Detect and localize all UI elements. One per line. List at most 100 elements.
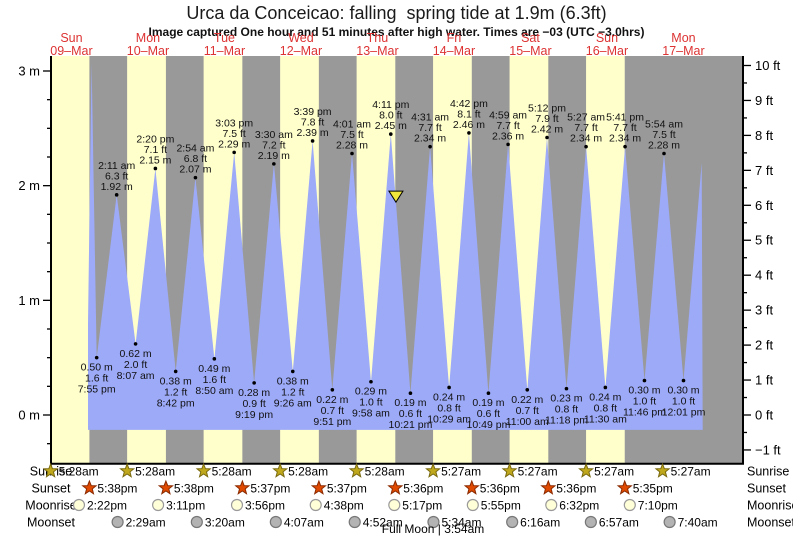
- y-left-tick-label: 2 m: [18, 178, 40, 193]
- tide-extreme-dot: [212, 357, 217, 361]
- tide-extreme-dot: [310, 139, 315, 143]
- sunset-icon: [81, 479, 98, 495]
- sunrise-time: 5:27am: [671, 465, 711, 479]
- moonrise-time: 4:38pm: [324, 499, 364, 513]
- tide-height-m: 0.30 m: [628, 385, 660, 397]
- tide-extreme-dot: [173, 369, 178, 374]
- moonset-time: 4:07am: [284, 516, 324, 530]
- tide-height-ft: 7.1 ft: [144, 144, 167, 156]
- moonset-icon: [269, 515, 282, 529]
- tide-extreme-dot: [388, 132, 393, 136]
- low-tide-annotation: 0.62 m2.0 ft8:07 am: [117, 342, 155, 382]
- current-level-marker: [388, 190, 404, 204]
- tide-height-ft: 7.7 ft: [496, 120, 519, 132]
- y-right-tick-label: −1 ft: [755, 442, 781, 457]
- sunrise-time: 5:27am: [518, 465, 558, 479]
- tide-height-ft: 1.6 ft: [203, 374, 226, 386]
- tide-extreme-dot: [525, 387, 530, 392]
- tide-extreme-dot: [623, 144, 627, 149]
- tide-time: 10:49 pm: [467, 419, 511, 431]
- tide-extreme-dot: [153, 166, 158, 171]
- tide-height-m: 0.19 m: [394, 397, 426, 409]
- tide-time: 11:46 pm: [623, 407, 666, 419]
- day-date-label: 17–Mar: [662, 44, 704, 58]
- tide-height-m: 0.24 m: [433, 391, 465, 403]
- tide-time: 3:39 pm: [294, 106, 332, 118]
- sunset-icon: [157, 479, 174, 495]
- moonrise-icon: [623, 498, 636, 512]
- moonrise-time: 2:22pm: [87, 499, 127, 513]
- tide-extreme-dot: [603, 385, 608, 390]
- tide-time: 4:59 am: [489, 109, 527, 121]
- moonrise-icon: [230, 498, 244, 512]
- moonset-time: 6:16am: [520, 516, 560, 530]
- day-date-label: 11–Mar: [204, 44, 245, 58]
- y-right-tick-label: 7 ft: [755, 163, 773, 178]
- tide-height-m: 2.28 m: [648, 140, 680, 152]
- tide-time: 8:50 am: [195, 385, 233, 397]
- sunrise-time: 5:27am: [441, 465, 481, 479]
- moonset-time: 3:20am: [205, 516, 245, 530]
- sunrise-time: 5:28am: [288, 465, 328, 479]
- sunset-icon: [387, 479, 404, 495]
- y-right-tick-label: 10 ft: [755, 58, 781, 73]
- tide-height-m: 2.28 m: [336, 140, 368, 152]
- page-title: Urca da Conceicao: falling spring tide a…: [186, 3, 607, 23]
- moonset-time: 7:40am: [678, 516, 718, 530]
- tide-time: 5:54 am: [645, 119, 683, 131]
- y-right-tick-label: 6 ft: [755, 198, 773, 213]
- tide-extreme-dot: [350, 151, 354, 156]
- row-label-sunset-right: Sunset: [747, 482, 786, 496]
- low-tide-annotation: 0.49 m1.6 ft8:50 am: [195, 357, 234, 397]
- sunrise-icon: [578, 462, 595, 478]
- tide-height-ft: 7.7 ft: [574, 122, 597, 134]
- y-right-tick-label: 2 ft: [755, 338, 773, 353]
- y-left-tick-label: 3 m: [18, 63, 40, 78]
- tide-time: 7:55 pm: [78, 384, 116, 396]
- sunrise-icon: [195, 462, 212, 478]
- tide-height-ft: 0.6 ft: [399, 408, 422, 420]
- row-label-moonset-right: Moonset: [747, 516, 793, 530]
- tide-extreme-dot: [564, 386, 569, 391]
- y-right-tick-label: 1 ft: [755, 373, 773, 388]
- tide-height-m: 0.62 m: [120, 348, 152, 360]
- tide-extreme-dot: [330, 387, 335, 392]
- y-right-tick-label: 9 ft: [755, 93, 773, 108]
- tide-height-ft: 1.2 ft: [164, 386, 187, 398]
- tide-height-m: 0.38 m: [277, 375, 309, 387]
- page-subtitle: Image captured One hour and 51 minutes a…: [148, 25, 645, 39]
- sunset-time: 5:37pm: [327, 482, 367, 496]
- tide-height-ft: 7.5 ft: [222, 128, 245, 140]
- tide-time: 4:11 pm: [372, 99, 409, 111]
- moonrise-time: 7:10pm: [638, 499, 678, 513]
- tide-time: 2:54 am: [176, 143, 214, 155]
- tide-height-ft: 8.0 ft: [379, 110, 402, 122]
- tide-height-ft: 7.5 ft: [652, 129, 675, 141]
- tide-extreme-dot: [584, 144, 588, 149]
- moonrise-time: 5:55pm: [481, 499, 521, 513]
- sunrise-icon: [348, 462, 365, 478]
- y-left-tick-label: 1 m: [18, 293, 40, 308]
- high-tide-annotation: 3:03 pm7.5 ft2.29 m: [215, 117, 253, 155]
- moonset-icon: [584, 515, 597, 529]
- tide-extreme-dot: [252, 381, 256, 385]
- tide-height-m: 2.34 m: [609, 133, 641, 145]
- sunset-time: 5:35pm: [633, 482, 673, 496]
- high-tide-annotation: 4:59 am7.7 ft2.36 m: [489, 109, 527, 147]
- tide-height-ft: 6.8 ft: [184, 153, 207, 165]
- tide-extreme-dot: [272, 162, 276, 166]
- day-label: Sat: [521, 31, 540, 45]
- y-left-tick-label: 0 m: [18, 408, 40, 423]
- tide-time: 8:07 am: [117, 370, 155, 382]
- tide-height-m: 0.24 m: [589, 391, 621, 403]
- moonrise-time: 3:11pm: [166, 499, 205, 513]
- tide-height-ft: 6.3 ft: [105, 170, 128, 182]
- day-label: Thu: [367, 31, 389, 45]
- tide-time: 9:26 am: [274, 397, 312, 409]
- tide-height-m: 0.29 m: [355, 386, 387, 398]
- high-tide-annotation: 4:01 am7.5 ft2.28 m: [333, 119, 371, 156]
- tide-height-ft: 0.8 ft: [555, 404, 578, 416]
